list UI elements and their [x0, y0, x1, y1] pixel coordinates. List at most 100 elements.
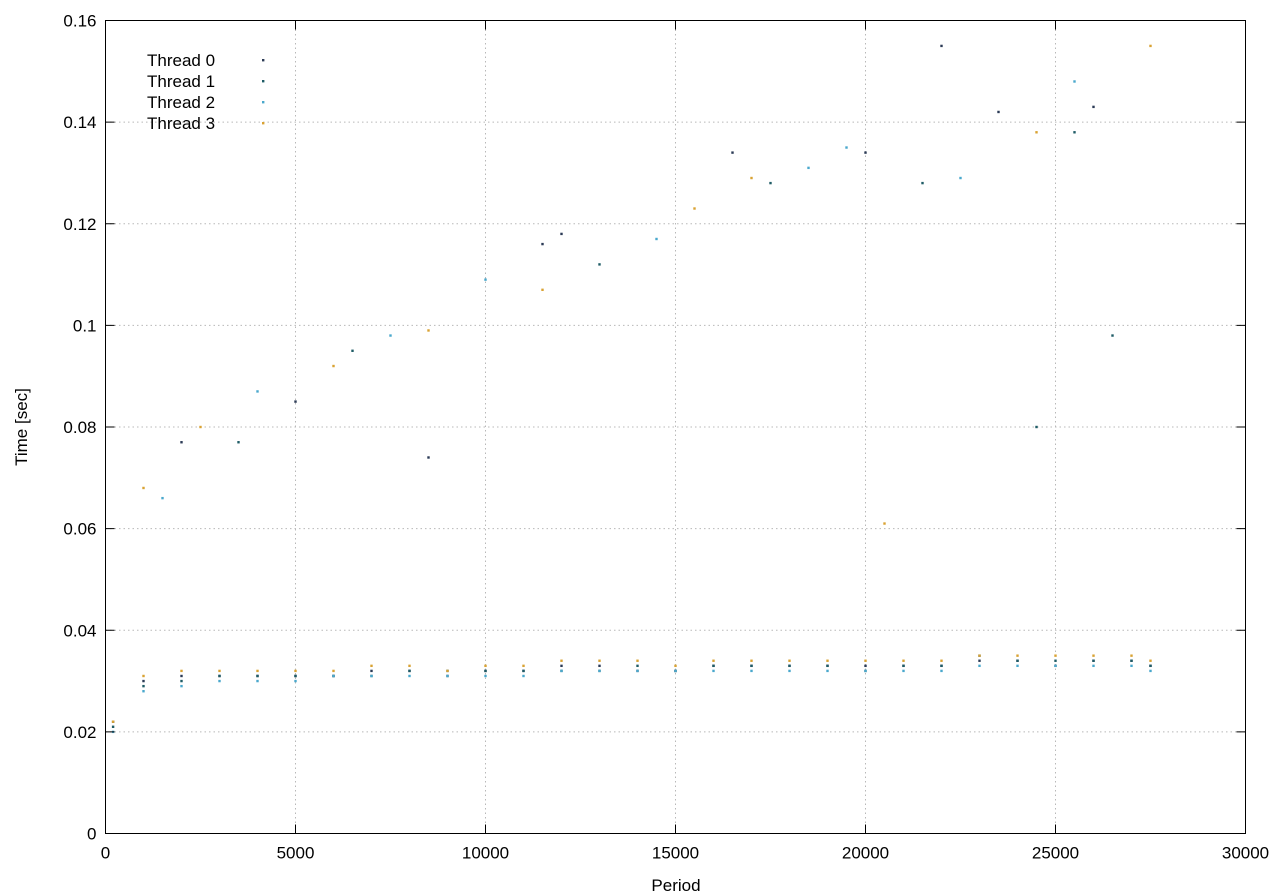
data-point [522, 674, 525, 678]
data-point [256, 679, 259, 683]
series-2 [111, 80, 1152, 734]
data-point [427, 329, 430, 332]
y-tick-label: 0 [87, 825, 96, 844]
data-point [864, 659, 867, 662]
data-point [256, 390, 259, 393]
data-point [1149, 669, 1152, 673]
x-tick-label: 10000 [462, 844, 509, 863]
data-point [864, 669, 867, 673]
data-point [199, 425, 202, 429]
y-tick-label: 0.1 [73, 316, 97, 335]
data-point [351, 349, 354, 352]
data-point [370, 669, 373, 673]
data-point [142, 486, 145, 490]
x-axis-title: Period [651, 876, 700, 895]
data-point [750, 659, 753, 662]
data-point [864, 151, 867, 154]
series-3 [111, 44, 1152, 723]
data-point [370, 674, 373, 678]
data-point [826, 669, 829, 673]
data-point [940, 659, 943, 662]
data-point [940, 44, 943, 48]
grid [105, 20, 1246, 834]
data-point [142, 679, 145, 683]
data-point [541, 288, 544, 292]
y-tick-label: 0.12 [63, 215, 96, 234]
data-point [1016, 664, 1019, 668]
y-tick-label: 0.02 [63, 723, 96, 742]
legend-label: Thread 2 [147, 93, 215, 112]
data-point [788, 664, 791, 668]
data-point [1092, 659, 1095, 662]
data-point [1016, 659, 1019, 662]
x-tick-label: 5000 [277, 844, 315, 863]
data-point [541, 242, 544, 246]
data-point [655, 237, 658, 241]
data-point [1054, 659, 1057, 662]
data-point [560, 664, 563, 668]
data-point [294, 400, 297, 403]
data-point [598, 659, 601, 662]
data-point [788, 669, 791, 673]
data-point [180, 669, 183, 673]
data-point [902, 659, 905, 662]
data-point [750, 176, 753, 180]
data-point [902, 669, 905, 673]
data-point [161, 496, 164, 500]
data-point [883, 522, 886, 525]
data-point [788, 659, 791, 662]
data-point [111, 725, 115, 728]
y-tick-label: 0.04 [63, 621, 96, 640]
data-point [427, 456, 430, 459]
data-point [142, 690, 145, 693]
legend-label: Thread 0 [147, 51, 215, 70]
data-point [484, 669, 487, 673]
data-point [1016, 654, 1019, 657]
data-point [142, 684, 145, 688]
x-tick-label: 0 [101, 844, 110, 863]
data-points [111, 44, 1152, 734]
data-point [294, 669, 297, 673]
data-point [978, 659, 981, 662]
data-point [1111, 334, 1114, 337]
data-point [598, 263, 601, 266]
data-point [598, 669, 601, 673]
data-point [370, 664, 373, 668]
data-point [1092, 664, 1095, 668]
data-point [408, 674, 411, 678]
data-point [1092, 654, 1095, 657]
data-point [864, 664, 867, 668]
data-point [750, 664, 753, 668]
series-1 [111, 131, 1152, 728]
data-point [750, 669, 753, 673]
y-tick-label: 0.14 [63, 113, 96, 132]
legend-swatch [262, 101, 265, 104]
data-point [712, 664, 715, 668]
data-point [446, 674, 449, 678]
data-point [1130, 654, 1133, 657]
data-point [237, 441, 240, 444]
data-point [408, 664, 411, 668]
data-point [598, 664, 601, 668]
legend-swatch [262, 59, 265, 62]
data-point [332, 674, 335, 678]
data-point [826, 659, 829, 662]
data-point [693, 207, 696, 210]
data-point [294, 679, 297, 683]
x-tick-label: 30000 [1222, 844, 1269, 863]
data-point [484, 674, 487, 678]
data-point [560, 669, 563, 673]
data-point [845, 146, 848, 149]
data-point [1130, 664, 1133, 668]
x-tick-label: 15000 [652, 844, 699, 863]
data-point [332, 364, 335, 368]
y-axis-title: Time [sec] [12, 388, 31, 466]
data-point [1130, 659, 1133, 662]
data-point [256, 674, 259, 678]
data-point [807, 166, 810, 170]
data-point [1035, 131, 1038, 134]
data-point [218, 669, 221, 673]
data-point [731, 151, 734, 154]
data-point [332, 669, 335, 673]
data-point [180, 679, 183, 683]
